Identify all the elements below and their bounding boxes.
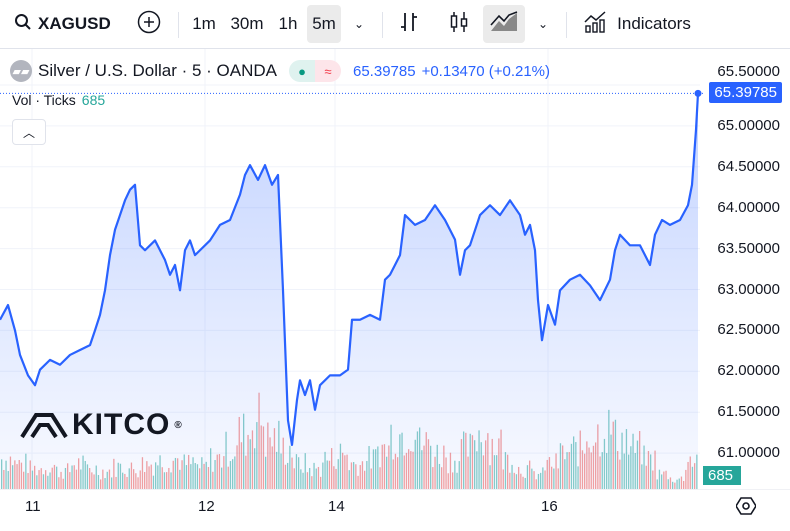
price-area: [0, 93, 698, 489]
interval-1h[interactable]: 1h: [278, 14, 298, 33]
price-chart[interactable]: [0, 49, 790, 490]
last-volume-label: 685: [703, 466, 741, 485]
price-tick-label: 64.50000: [717, 157, 780, 175]
price-tick-label: 62.50000: [717, 321, 780, 339]
bars-chart-button[interactable]: [392, 5, 426, 43]
last-price-label: 65.39785: [709, 82, 782, 104]
gear-icon: [735, 497, 757, 520]
bars-icon: [399, 10, 419, 39]
divider: [382, 12, 383, 38]
delayed-data-icon: ≈: [315, 60, 341, 82]
chevron-up-icon: ︿: [22, 125, 35, 140]
divider: [566, 12, 567, 38]
chart-type-dropdown[interactable]: ⌄: [530, 5, 556, 43]
price-line: [0, 93, 700, 447]
kitco-logo-text: KITCO: [72, 408, 171, 441]
candles-icon: [449, 10, 469, 39]
market-open-dot-icon: ●: [289, 60, 315, 82]
price-tick-label: 61.00000: [717, 444, 780, 462]
indicators-label: Indicators: [617, 14, 691, 33]
price-tick-label: 63.50000: [717, 239, 780, 257]
time-tick-label: 11: [25, 498, 41, 515]
indicators-icon: [583, 10, 609, 39]
interval-1m[interactable]: 1m: [192, 14, 216, 33]
chart-settings-button[interactable]: [735, 496, 757, 521]
chevron-down-icon: ⌄: [353, 17, 365, 31]
interval-30m[interactable]: 30m: [230, 14, 264, 33]
kitco-logo: KITCO ®: [20, 408, 183, 442]
silver-bars-icon: ▰▰: [10, 60, 32, 82]
symbol-label: XAGUSD: [38, 14, 111, 33]
chevron-down-icon: ⌄: [537, 17, 549, 31]
interval-5m[interactable]: 5m: [307, 5, 341, 43]
volume-value: 685: [81, 92, 106, 108]
compare-add-button[interactable]: [133, 5, 165, 43]
candles-chart-button[interactable]: [442, 5, 476, 43]
volume-label: Vol · Ticks: [12, 92, 76, 108]
symbol-search-button[interactable]: XAGUSD: [8, 5, 128, 43]
area-chart-button[interactable]: [483, 5, 525, 43]
plus-circle-icon: [137, 10, 161, 39]
legend-change: +0.13470 (+0.21%): [421, 62, 551, 80]
price-tick-label: 65.00000: [717, 116, 780, 134]
price-tick-label: 63.00000: [717, 280, 780, 298]
time-tick-label: 14: [328, 498, 345, 515]
area-chart-icon: [490, 10, 518, 38]
price-tick-label: 62.00000: [717, 362, 780, 380]
market-status-pill[interactable]: ● ≈: [289, 60, 341, 82]
price-tick-label: 61.50000: [717, 403, 780, 421]
last-price-dot: [694, 89, 702, 97]
price-tick-label: 64.00000: [717, 198, 780, 216]
indicators-button[interactable]: Indicators: [576, 5, 698, 43]
top-toolbar: XAGUSD 1m 30m 1h 5m ⌄ ⌄ Indicators: [0, 0, 790, 49]
collapse-legend-button[interactable]: ︿: [12, 119, 46, 145]
price-tick-label: 65.50000: [717, 63, 780, 81]
interval-dropdown[interactable]: ⌄: [346, 5, 372, 43]
divider: [178, 12, 179, 38]
volume-legend: Vol · Ticks 685: [12, 92, 105, 108]
search-icon: [14, 13, 32, 36]
legend-price: 65.39785: [353, 62, 416, 80]
series-legend: ▰▰ Silver / U.S. Dollar · 5 · OANDA ● ≈ …: [10, 60, 550, 82]
time-tick-label: 12: [198, 498, 215, 515]
kitco-logo-mark-icon: [20, 413, 68, 439]
series-title: Silver / U.S. Dollar · 5 · OANDA: [38, 61, 277, 80]
time-tick-label: 16: [541, 498, 558, 515]
